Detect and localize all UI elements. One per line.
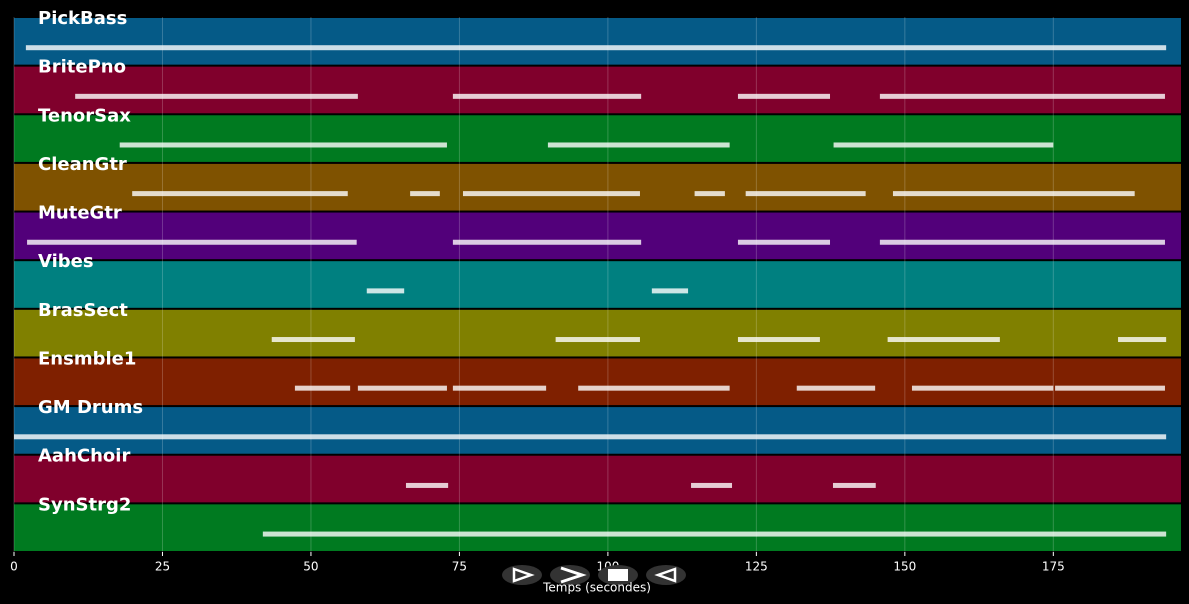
plot: 0255075100125150175PickBassBritePnoTenor… <box>10 8 1181 574</box>
track-label: Vibes <box>38 251 94 272</box>
track-band <box>14 309 1181 357</box>
note-segment <box>410 191 440 197</box>
note-segment <box>737 337 820 343</box>
note-segment <box>27 239 357 245</box>
note-segment <box>879 93 1165 99</box>
note-segment <box>14 434 1167 440</box>
stop-button[interactable] <box>598 565 638 585</box>
note-segment <box>452 93 642 99</box>
track-label: Ensmble1 <box>38 348 136 369</box>
track-label: GM Drums <box>38 397 143 418</box>
track-label: BritePno <box>38 57 126 78</box>
note-segment <box>892 191 1135 197</box>
x-tick-label: 75 <box>452 560 467 574</box>
note-segment <box>75 93 358 99</box>
track-band <box>14 504 1181 551</box>
note-segment <box>911 385 1054 391</box>
note-segment <box>691 482 733 488</box>
note-segment <box>119 142 447 148</box>
x-tick-label: 150 <box>893 560 916 574</box>
forward-button[interactable] <box>550 565 590 585</box>
note-segment <box>1055 385 1165 391</box>
track-band <box>14 358 1181 406</box>
track-label: MuteGtr <box>38 203 122 224</box>
x-tick-label: 175 <box>1042 560 1065 574</box>
x-axis-label: Temps (secondes) <box>542 581 651 595</box>
note-segment <box>832 482 876 488</box>
note-segment <box>262 531 1167 537</box>
note-segment <box>887 337 1000 343</box>
track-label: CleanGtr <box>38 154 127 175</box>
note-segment <box>366 288 405 294</box>
note-segment <box>737 93 831 99</box>
note-segment <box>737 239 831 245</box>
track-label: AahChoir <box>38 446 130 467</box>
note-segment <box>651 288 689 294</box>
note-segment <box>1118 337 1167 343</box>
track-band <box>14 261 1181 308</box>
rewind-button[interactable] <box>646 565 686 585</box>
note-segment <box>547 142 730 148</box>
track-band <box>14 163 1181 211</box>
track-label: PickBass <box>38 8 127 29</box>
play-button[interactable] <box>502 565 542 585</box>
x-tick-label: 125 <box>745 560 768 574</box>
note-segment <box>578 385 730 391</box>
note-segment <box>405 482 449 488</box>
x-tick-label: 50 <box>303 560 318 574</box>
track-band <box>14 66 1181 114</box>
track-band <box>14 212 1181 260</box>
track-band <box>14 407 1181 454</box>
track-band <box>14 455 1181 503</box>
note-segment <box>132 191 348 197</box>
track-label: SynStrg2 <box>38 494 131 515</box>
note-segment <box>796 385 876 391</box>
note-segment <box>271 337 355 343</box>
track-label: BrasSect <box>38 300 128 321</box>
note-segment <box>694 191 725 197</box>
note-segment <box>25 45 1167 51</box>
track-band <box>14 18 1181 65</box>
note-segment <box>462 191 640 197</box>
x-tick-label: 25 <box>155 560 170 574</box>
note-segment <box>452 239 642 245</box>
note-segment <box>294 385 351 391</box>
playback-controls <box>502 565 686 585</box>
note-segment <box>555 337 640 343</box>
note-segment <box>745 191 866 197</box>
note-segment <box>879 239 1165 245</box>
note-segment <box>357 385 447 391</box>
note-segment <box>452 385 547 391</box>
x-tick-label: 0 <box>10 560 18 574</box>
track-band <box>14 115 1181 162</box>
track-label: TenorSax <box>38 105 131 126</box>
note-segment <box>833 142 1054 148</box>
